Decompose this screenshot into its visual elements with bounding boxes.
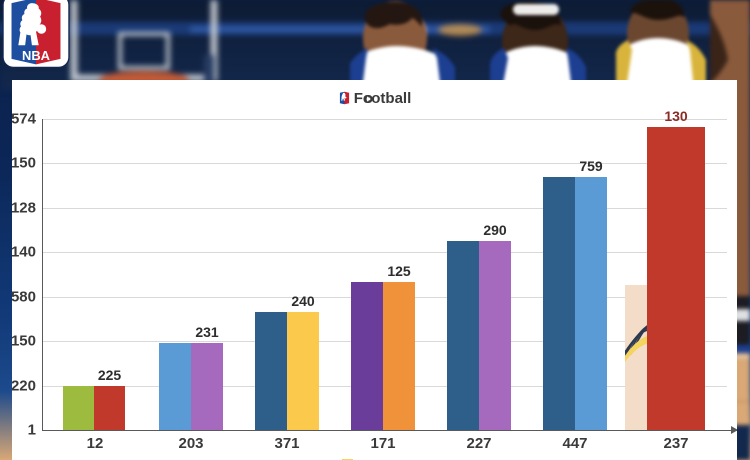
svg-text:NBA: NBA bbox=[22, 48, 50, 63]
